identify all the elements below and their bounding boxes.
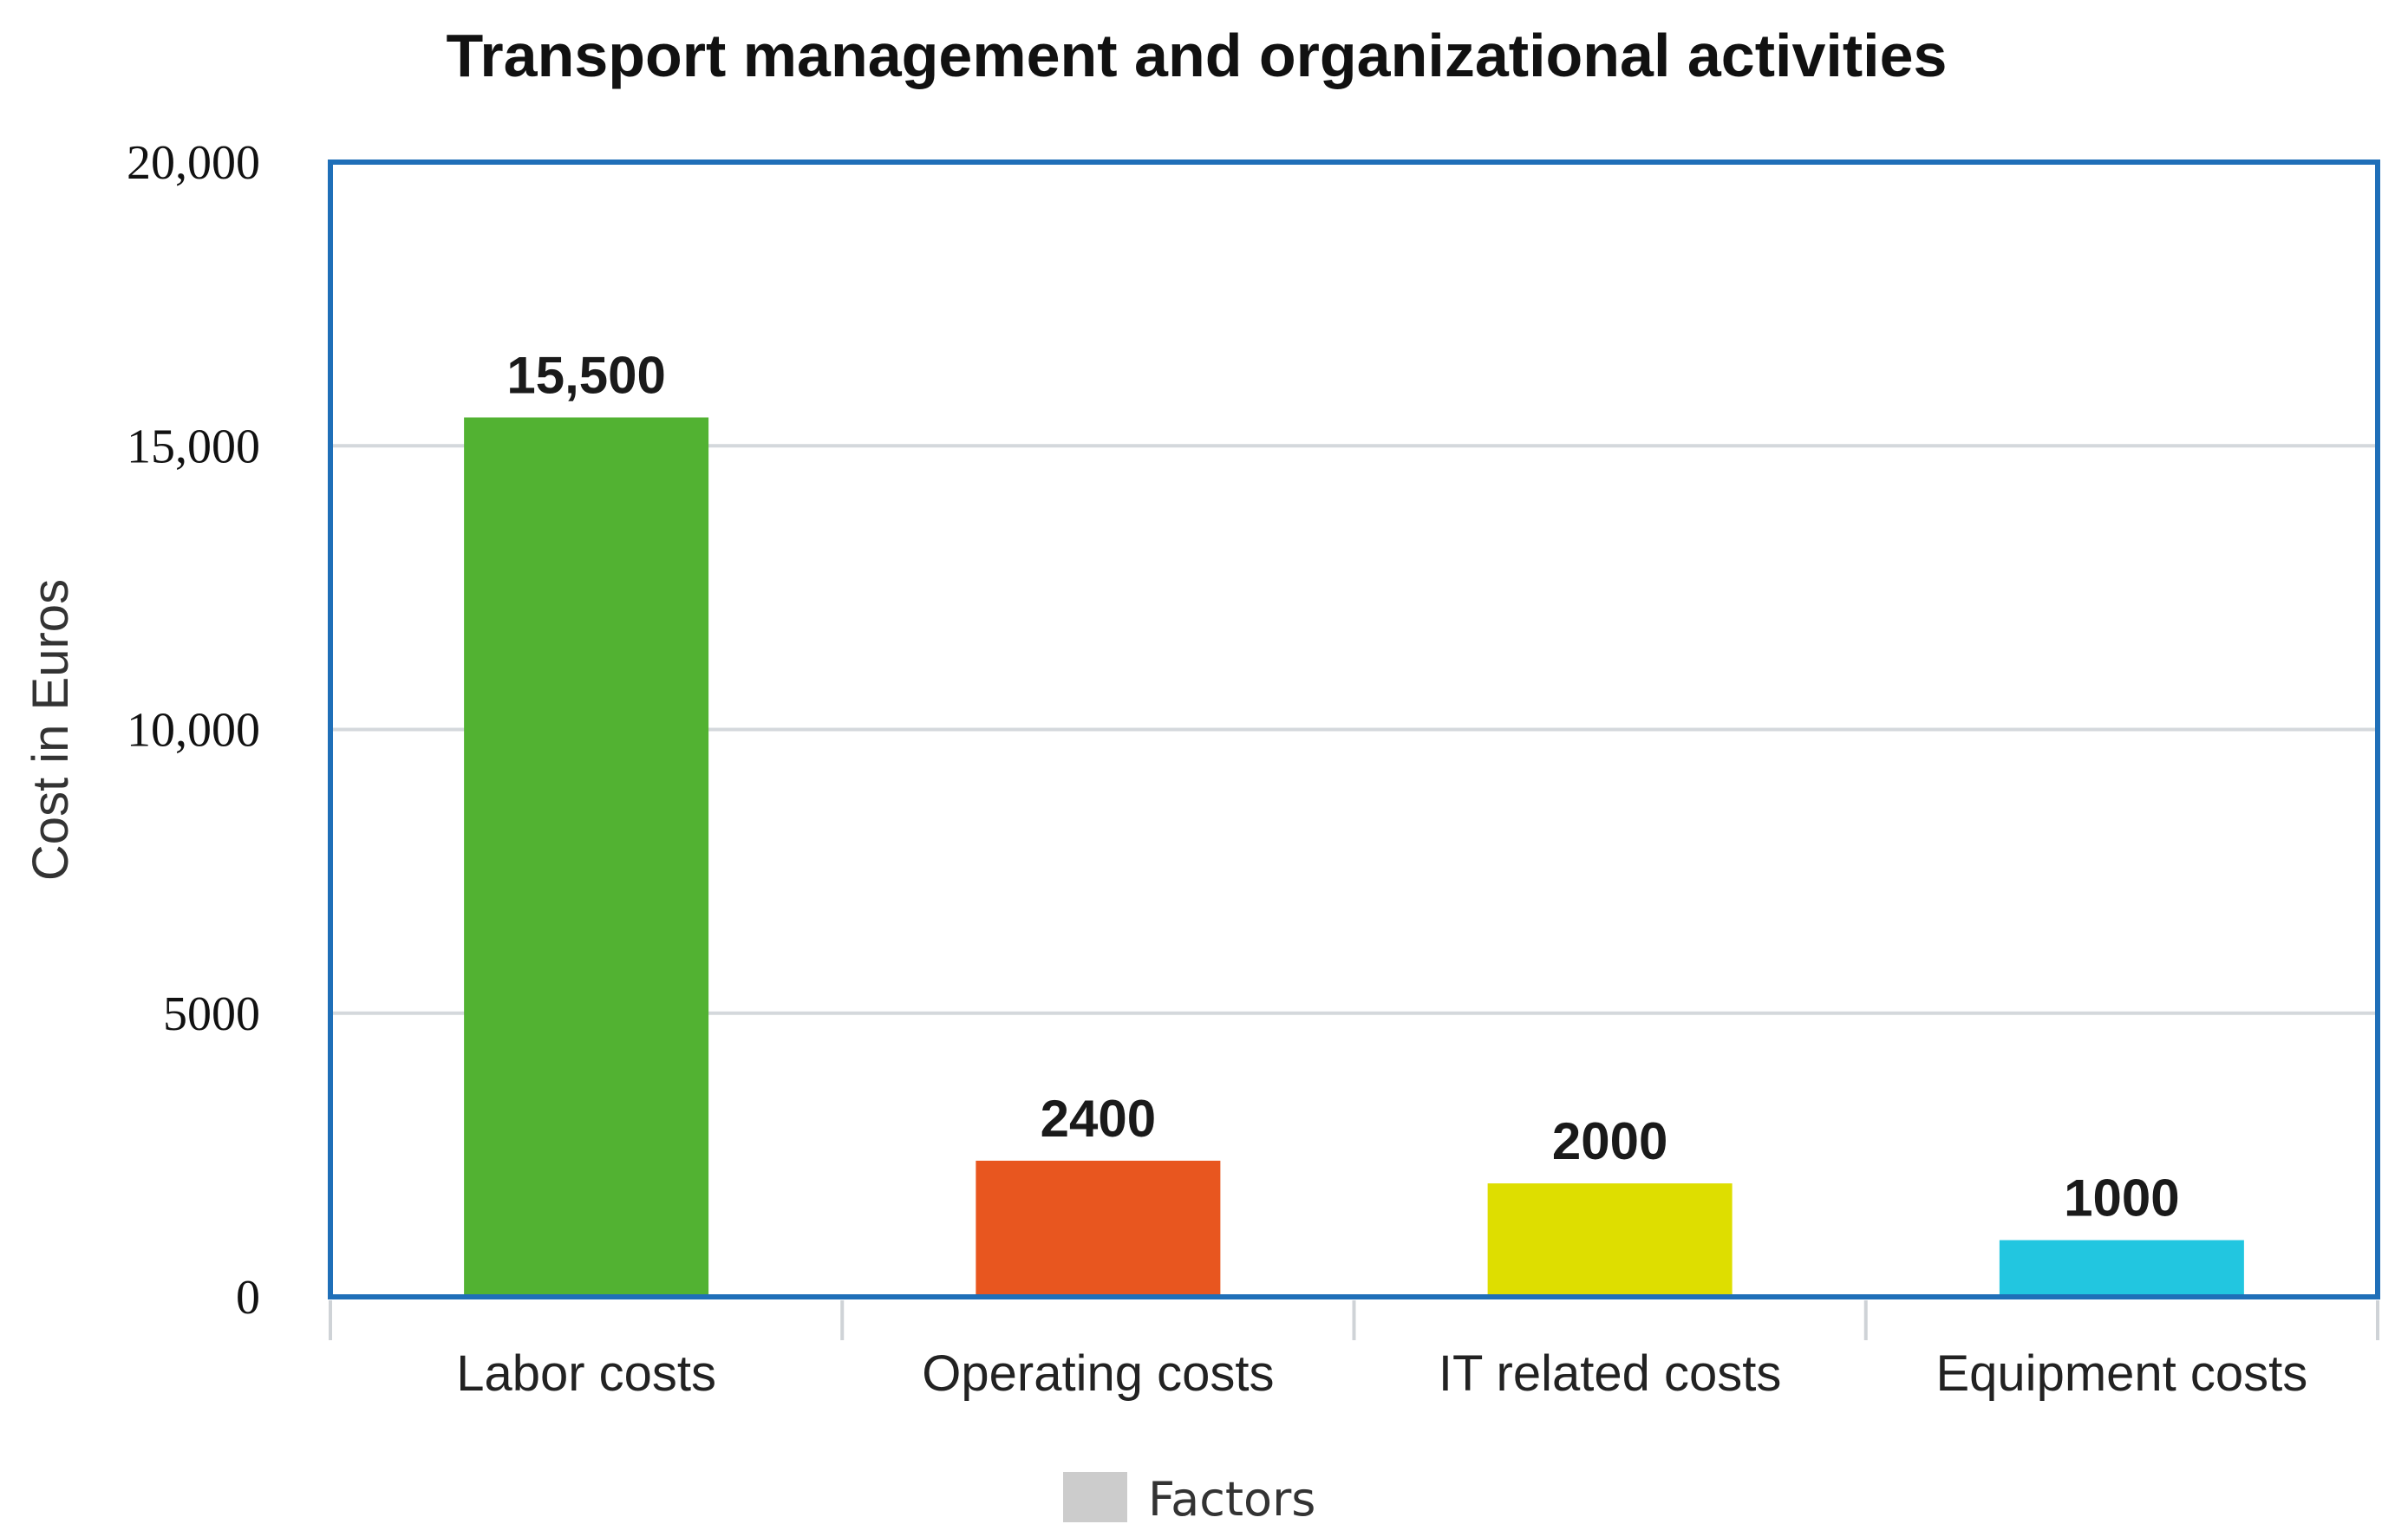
y-tick-label: 15,000: [127, 420, 260, 473]
bar-equipment-costs[interactable]: [1999, 1240, 2244, 1297]
data-labels: 15,500 2400 2000 1000: [506, 347, 2179, 1228]
y-tick-label: 0: [236, 1271, 260, 1325]
y-tick-label: 10,000: [127, 704, 260, 758]
legend[interactable]: Factors: [1063, 1472, 1315, 1527]
data-label: 1000: [2064, 1169, 2179, 1228]
y-axis-label: Cost in Euros: [23, 579, 79, 881]
x-tick-label: Operating costs: [922, 1345, 1274, 1402]
y-axis: 0 5000 10,000 15,000 20,000: [127, 136, 260, 1325]
x-axis: Labor costs Operating costs IT related cos…: [329, 1300, 2379, 1402]
x-tick-label: IT related costs: [1439, 1345, 1781, 1402]
x-tick-label: Labor costs: [456, 1345, 716, 1402]
legend-label[interactable]: Factors: [1148, 1472, 1315, 1527]
x-tick-label: Equipment costs: [1935, 1345, 2307, 1402]
bar-it-related-costs[interactable]: [1487, 1183, 1733, 1297]
y-tick-label: 5000: [163, 987, 260, 1041]
data-label: 15,500: [506, 347, 666, 405]
bars: [464, 417, 2244, 1297]
y-tick-label: 20,000: [127, 136, 260, 190]
plot-frame: [328, 160, 2380, 1299]
legend-swatch[interactable]: [1063, 1472, 1127, 1522]
data-label: 2000: [1552, 1112, 1667, 1170]
chart-title: Transport management and organizational …: [447, 22, 1948, 89]
bar-labor-costs[interactable]: [464, 417, 709, 1297]
data-label: 2400: [1041, 1090, 1156, 1148]
bar-operating-costs[interactable]: [976, 1160, 1221, 1297]
